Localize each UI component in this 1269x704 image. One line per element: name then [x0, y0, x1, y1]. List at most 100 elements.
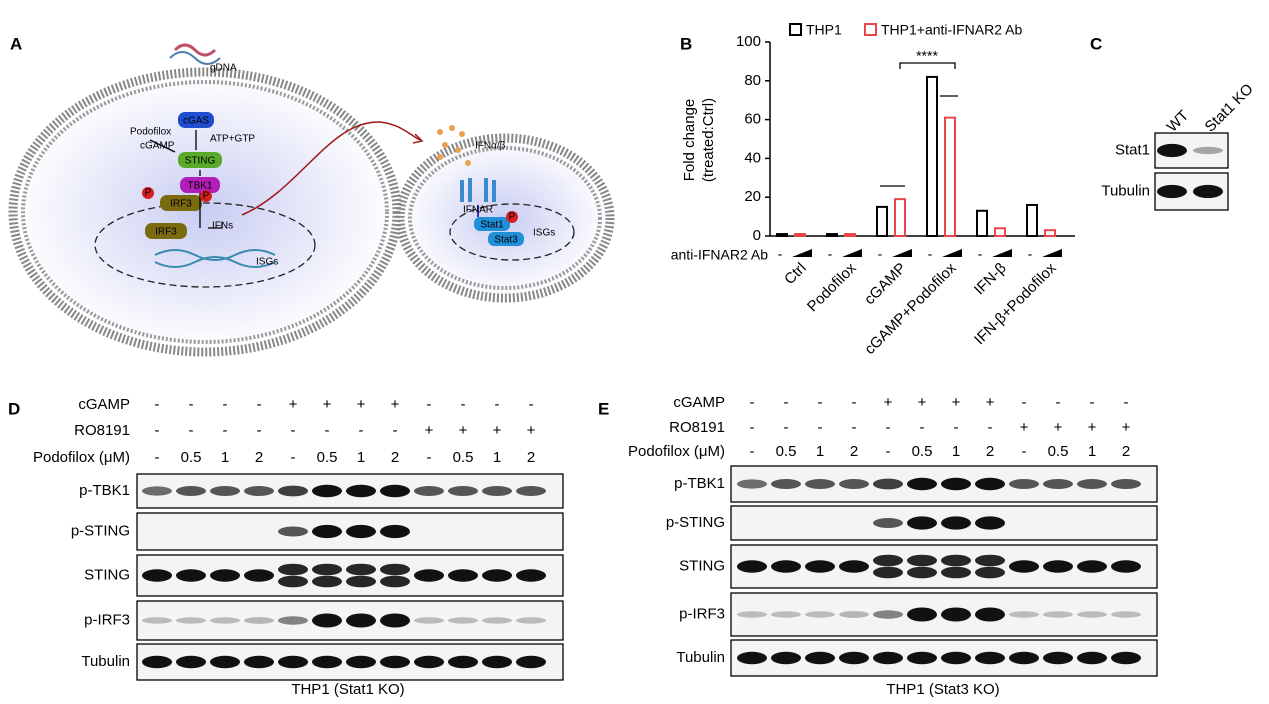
phospho-dot — [142, 187, 154, 199]
band — [380, 484, 410, 498]
condition-value: - — [461, 396, 466, 413]
band — [346, 524, 376, 539]
band — [312, 575, 342, 588]
condition-value: - — [750, 443, 755, 460]
x-tick-label: cGAMP+Podofilox — [861, 259, 960, 358]
band — [448, 655, 478, 669]
condition-value: + — [425, 422, 434, 439]
band — [941, 566, 971, 579]
panel-label: D — [8, 399, 20, 418]
band — [346, 563, 376, 576]
condition-value: - — [750, 394, 755, 411]
band — [975, 516, 1005, 530]
band — [380, 613, 410, 628]
y-axis-label: Fold change — [681, 99, 698, 182]
condition-value: + — [986, 394, 995, 411]
band — [873, 610, 903, 619]
diagram-label: ISGs — [533, 228, 555, 239]
band — [176, 617, 206, 624]
condition-label: cGAMP — [673, 394, 725, 411]
significance-bracket — [880, 62, 958, 187]
panel-label: C — [1090, 34, 1102, 53]
legend-swatch — [864, 23, 877, 36]
band — [805, 560, 835, 573]
diagram-label: Podofilox — [130, 127, 171, 138]
x-tick-label: Ctrl — [781, 260, 810, 289]
band — [244, 617, 274, 624]
condition-value: - — [223, 396, 228, 413]
diagram-label: IFNα/β — [475, 141, 506, 152]
y-tick-label: 40 — [744, 149, 761, 166]
row-label: STING — [679, 557, 725, 574]
band — [176, 569, 206, 582]
condition-value: 2 — [255, 449, 263, 466]
band — [975, 566, 1005, 579]
condition-value: - — [1056, 394, 1061, 411]
condition-value: + — [527, 422, 536, 439]
condition-value: - — [495, 396, 500, 413]
band — [448, 569, 478, 582]
diagram-label: P — [145, 188, 152, 199]
receptor — [460, 178, 496, 202]
band — [1111, 611, 1141, 618]
band — [210, 569, 240, 582]
nucleus — [94, 202, 316, 288]
condition-value: + — [952, 394, 961, 411]
band — [907, 477, 937, 491]
condition-value: - — [257, 422, 262, 439]
condition-value: - — [427, 449, 432, 466]
band — [210, 655, 240, 669]
protein-box — [178, 112, 214, 128]
membrane-inner — [21, 80, 389, 344]
band — [142, 486, 172, 496]
protein-box — [145, 223, 187, 239]
band — [1009, 479, 1039, 489]
cell-diagram — [8, 43, 615, 357]
y-tick-label: 0 — [753, 227, 761, 244]
condition-value: - — [155, 449, 160, 466]
factor-sign: - — [778, 246, 783, 262]
factor-sign: - — [878, 246, 883, 262]
condition-value: 0.5 — [181, 449, 202, 466]
condition-value: + — [884, 394, 893, 411]
band — [516, 655, 546, 669]
bar — [926, 75, 938, 237]
wedge — [992, 249, 1012, 257]
band — [414, 486, 444, 496]
condition-value: - — [223, 422, 228, 439]
condition-label: RO8191 — [74, 422, 130, 439]
band — [176, 486, 206, 496]
protein-box — [488, 232, 524, 246]
band — [1077, 611, 1107, 618]
band — [907, 651, 937, 665]
band — [941, 516, 971, 530]
condition-value: 1 — [357, 449, 365, 466]
band — [278, 563, 308, 576]
condition-value: - — [852, 394, 857, 411]
wedge — [842, 249, 862, 257]
band — [142, 617, 172, 624]
condition-value: 2 — [1122, 443, 1130, 460]
factor-sign: - — [978, 246, 983, 262]
wedge — [942, 249, 962, 257]
row-label: p-IRF3 — [84, 611, 130, 628]
diagram-label: cGAMP — [140, 141, 175, 152]
band — [907, 607, 937, 622]
band — [346, 575, 376, 588]
band — [737, 611, 767, 618]
condition-value: - — [784, 394, 789, 411]
factor-sign: - — [1028, 246, 1033, 262]
band — [278, 526, 308, 537]
bar — [976, 209, 988, 237]
band — [941, 477, 971, 491]
band — [975, 477, 1005, 491]
blot-caption: THP1 (Stat1 KO) — [291, 681, 404, 698]
condition-value: - — [1090, 394, 1095, 411]
legend-label: THP1+anti-IFNAR2 Ab — [881, 22, 1022, 38]
band — [907, 554, 937, 567]
condition-value: - — [954, 419, 959, 436]
y-tick-label: 80 — [744, 72, 761, 89]
diagram-label: IFNs — [212, 221, 233, 232]
condition-value: + — [459, 422, 468, 439]
